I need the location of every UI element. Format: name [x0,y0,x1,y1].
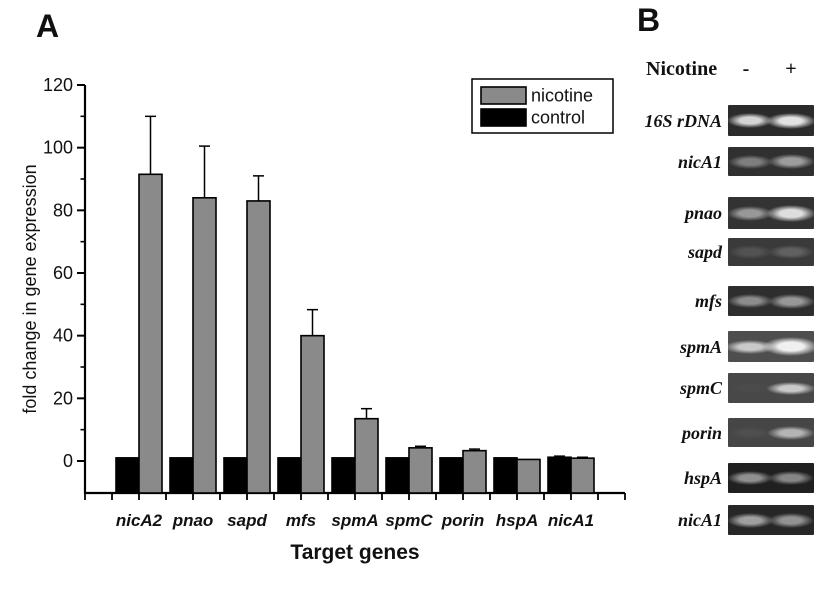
gel-image-spmA [728,331,814,362]
gel-image-spmC [728,373,814,403]
gel-panel: B Nicotine - + 16S rDNA nicA1 pnao sapd mfs s… [620,0,823,599]
x-axis-title: Target genes [290,541,419,564]
gel-band-plus [766,204,814,222]
bar-chart-panel: 0 20 40 60 80 100 120 nicA2 pnao sapd mfs spmA spmC p… [20,75,626,564]
gel-band-plus [767,293,814,309]
bar-spmC-nicotine [408,447,433,494]
bar-spmA-control [331,457,356,494]
y-tick-label: 100 [43,138,73,158]
gel-row-label-nicA1: nicA1 [677,151,722,172]
bar-nicA1-nicotine [570,457,595,494]
bar-spmA-nicotine [354,417,379,494]
y-tick-label: 20 [53,388,73,408]
gel-row-label-porin: porin [681,422,722,443]
gel-header: Nicotine - + [620,58,823,84]
bar-mfs-control [277,457,302,494]
gel-image-nicA1 [728,505,814,535]
x-category-label: mfs [286,511,316,530]
x-category-label: hspA [496,511,539,530]
gel-band-minus [728,205,773,221]
bar-pnao-control [169,457,194,494]
x-category-label: nicA2 [116,511,163,530]
gel-image-mfs [728,286,814,316]
y-tick-label: 120 [43,75,73,95]
x-category-label: porin [441,511,485,530]
bar-spmC-control [385,457,410,494]
gel-band-plus [768,471,814,485]
x-category-label: spmA [331,511,378,530]
panel-a-label: A [36,8,60,44]
gel-band-plus [767,425,814,440]
bar-hspA-nicotine [516,458,541,494]
legend-label-nicotine: nicotine [531,86,593,106]
x-category-label: pnao [172,511,214,530]
gel-image-16S-rDNA [728,105,814,136]
bar-porin-nicotine [462,449,487,494]
gel-row-label-pnao: pnao [684,203,722,223]
gel-band-minus [728,471,773,485]
gel-row-label-spmA: spmA [679,336,722,357]
bar-chart-svg: 0 20 40 60 80 100 120 nicA2 pnao sapd mfs spmA spmC p… [20,75,626,564]
bar-pnao-nicotine [192,197,217,494]
bar-porin-control [439,457,464,494]
x-category-label: spmC [385,511,433,530]
gel-image-nicA1 [728,147,814,176]
gel-image-sapd [728,238,814,266]
gel-band-minus [729,382,771,394]
bar-sapd-control [223,457,248,494]
gel-row-label-mfs: mfs [695,291,722,311]
legend-swatch-control [480,108,527,127]
panel-b-label: B [637,2,661,38]
gel-image-porin [728,418,814,447]
legend-label-control: control [531,108,585,128]
y-tick-label: 40 [53,326,73,346]
bar-mfs-nicotine [300,334,325,494]
gel-band-minus [728,154,773,169]
gel-band-plus [768,512,814,528]
gel-header-title: Nicotine [646,58,718,80]
gel-band-minus [728,113,773,128]
gel-band-plus [763,337,814,356]
gel-band-minus [728,245,773,259]
gel-image-pnao [728,197,814,229]
gel-image-hspA [728,463,814,493]
y-tick-label: 60 [53,263,73,283]
gel-row-label-sapd: sapd [687,242,722,262]
bar-nicA2-nicotine [138,173,163,494]
legend-swatch-nicotine [480,86,527,105]
bar-nicA1-control [547,456,572,494]
gel-row-label-hspA: hspA [683,468,722,488]
gel-band-plus [768,245,814,259]
gel-band-plus [766,112,814,129]
y-tick-label: 80 [53,200,73,220]
y-tick-label: 0 [63,451,73,471]
y-axis-title: fold change in gene expression [20,164,40,413]
x-category-label: nicA1 [548,511,594,530]
gel-band-plus [766,381,814,395]
gel-band-minus [729,426,771,439]
gel-lane-minus-label: - [742,58,750,80]
gel-band-minus [728,294,773,308]
gel-row-label-nicA1: nicA1 [677,510,722,530]
bar-sapd-nicotine [246,200,271,494]
x-category-label: sapd [227,511,267,530]
bar-nicA2-control [115,457,140,494]
gel-row-label-16S-rDNA: 16S rDNA [644,110,722,131]
gel-lane-plus-label: + [785,58,797,80]
bar-hspA-control [493,457,518,494]
gel-band-plus [767,154,814,169]
gel-row-label-spmC: spmC [679,378,722,398]
gel-band-minus [728,512,774,528]
